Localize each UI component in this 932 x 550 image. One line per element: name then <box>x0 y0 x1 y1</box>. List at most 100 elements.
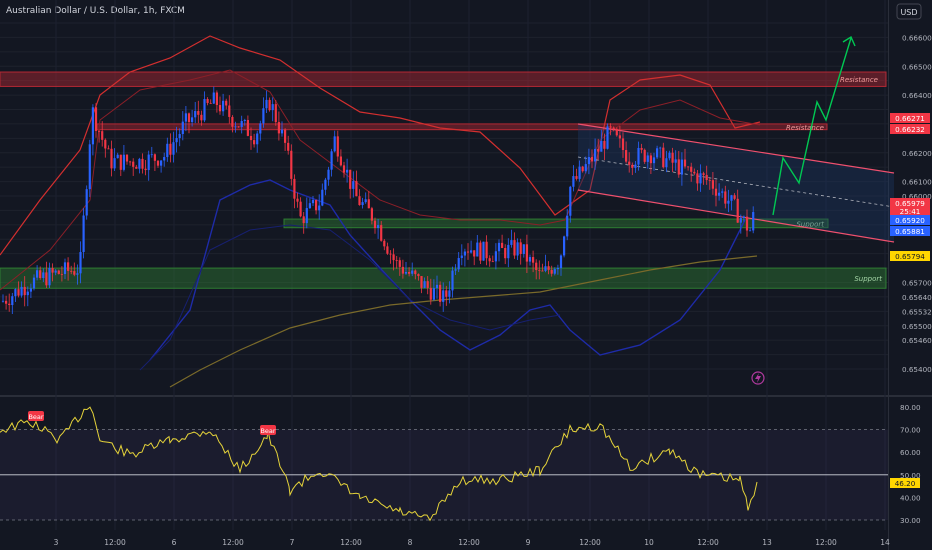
candle-body <box>11 296 14 305</box>
candle-body <box>280 129 284 134</box>
candle-body <box>228 105 231 117</box>
candle-body <box>79 252 82 274</box>
lightning-icon[interactable] <box>751 371 765 385</box>
candle-body <box>671 152 674 163</box>
candle-body <box>572 176 575 187</box>
candle-body <box>178 134 181 139</box>
candle-body <box>45 272 48 286</box>
candle-body <box>197 111 200 115</box>
candle-body <box>714 188 718 196</box>
pane-separator[interactable] <box>0 395 932 397</box>
candle-body <box>370 208 373 221</box>
candle-body <box>32 277 36 289</box>
candle-body <box>225 100 228 106</box>
candle-body <box>454 269 457 271</box>
candle-body <box>401 266 404 274</box>
candle-body <box>212 92 215 104</box>
candle-body <box>240 120 243 128</box>
candle-body <box>246 120 249 136</box>
price-axis[interactable]: 0.65400 0.65460 0.65500 0.65532 0.65640 0.657… <box>902 33 932 374</box>
candle-body <box>26 291 29 296</box>
price-label-text: 0.65794 <box>895 252 925 261</box>
candle-body <box>559 255 563 268</box>
candle-body <box>575 176 578 179</box>
candle-body <box>494 251 497 262</box>
candle-body <box>519 242 522 254</box>
time-axis[interactable]: 3 12:00 6 12:00 7 12:00 8 12:00 9 12:00 10 12:00 13 1… <box>54 538 890 547</box>
candle-body <box>200 114 203 121</box>
candle-body <box>612 127 615 129</box>
currency-button[interactable]: USD <box>896 3 922 20</box>
price-tick-label: 0.66000 <box>902 192 932 201</box>
candle-body <box>659 147 662 149</box>
candle-body <box>231 116 234 127</box>
candle-body <box>392 254 395 261</box>
candle-body <box>187 113 191 123</box>
candle-body <box>643 149 646 162</box>
price-tick-label: 0.66200 <box>902 149 932 158</box>
candle-body <box>88 144 91 190</box>
candle-body <box>138 158 141 169</box>
candle-body <box>14 289 17 297</box>
candle-body <box>752 212 755 231</box>
forecast-arrow-layer <box>772 35 856 216</box>
candle-body <box>491 261 494 263</box>
zone-label: Resistance <box>840 76 878 84</box>
candle-body <box>51 268 54 273</box>
candle-body <box>237 126 240 128</box>
candle-body <box>277 122 280 134</box>
bollinger-bands-layer <box>0 35 761 388</box>
candle-body <box>172 142 175 155</box>
candle-body <box>150 154 153 156</box>
grid-layer <box>0 0 888 530</box>
price-label-text: 25:41 <box>900 207 921 216</box>
price-tick-label: 0.65700 <box>902 279 932 288</box>
candle-body <box>739 217 742 223</box>
price-label-bg <box>890 251 930 261</box>
candle-body <box>327 169 330 180</box>
candle-body <box>417 274 420 277</box>
candle-body <box>687 166 690 168</box>
candle-body <box>5 300 8 304</box>
candle-body <box>497 242 501 252</box>
candle-body <box>640 147 643 150</box>
time-tick-label: 13 <box>762 538 772 547</box>
candle-body <box>652 157 656 164</box>
candle-body <box>606 126 609 149</box>
candle-body <box>110 148 113 169</box>
candle-body <box>482 241 485 261</box>
candle-body <box>160 160 163 166</box>
candle-body <box>479 242 482 261</box>
candle-body <box>116 154 119 159</box>
candle-body <box>268 99 271 111</box>
candle-body <box>432 288 435 300</box>
candle-body <box>569 186 572 216</box>
price-label-bg <box>890 124 930 134</box>
forecast-arrowhead <box>842 35 856 47</box>
candle-body <box>507 244 510 259</box>
candle-body <box>485 241 488 259</box>
candle-body <box>470 250 473 253</box>
candle-body <box>634 164 637 168</box>
candle-body <box>234 126 237 128</box>
candle-body <box>621 138 625 151</box>
candle-body <box>215 92 218 106</box>
candle-body <box>184 113 187 122</box>
price-tick-label: 0.65640 <box>902 293 932 302</box>
candle-body <box>284 129 287 143</box>
candle-body <box>556 267 559 270</box>
bear-label-bg <box>28 411 44 421</box>
candle-body <box>342 165 346 173</box>
candle-body <box>141 158 144 169</box>
candle-body <box>191 117 194 123</box>
candle-body <box>271 104 274 111</box>
candle-body <box>597 148 600 152</box>
candle-body <box>435 284 439 289</box>
candle-body <box>82 215 85 253</box>
candle-body <box>563 236 566 256</box>
price-label-text: 0.65920 <box>895 216 925 225</box>
candle-body <box>628 161 631 165</box>
candle-body <box>730 195 733 201</box>
candle-body <box>426 281 429 288</box>
